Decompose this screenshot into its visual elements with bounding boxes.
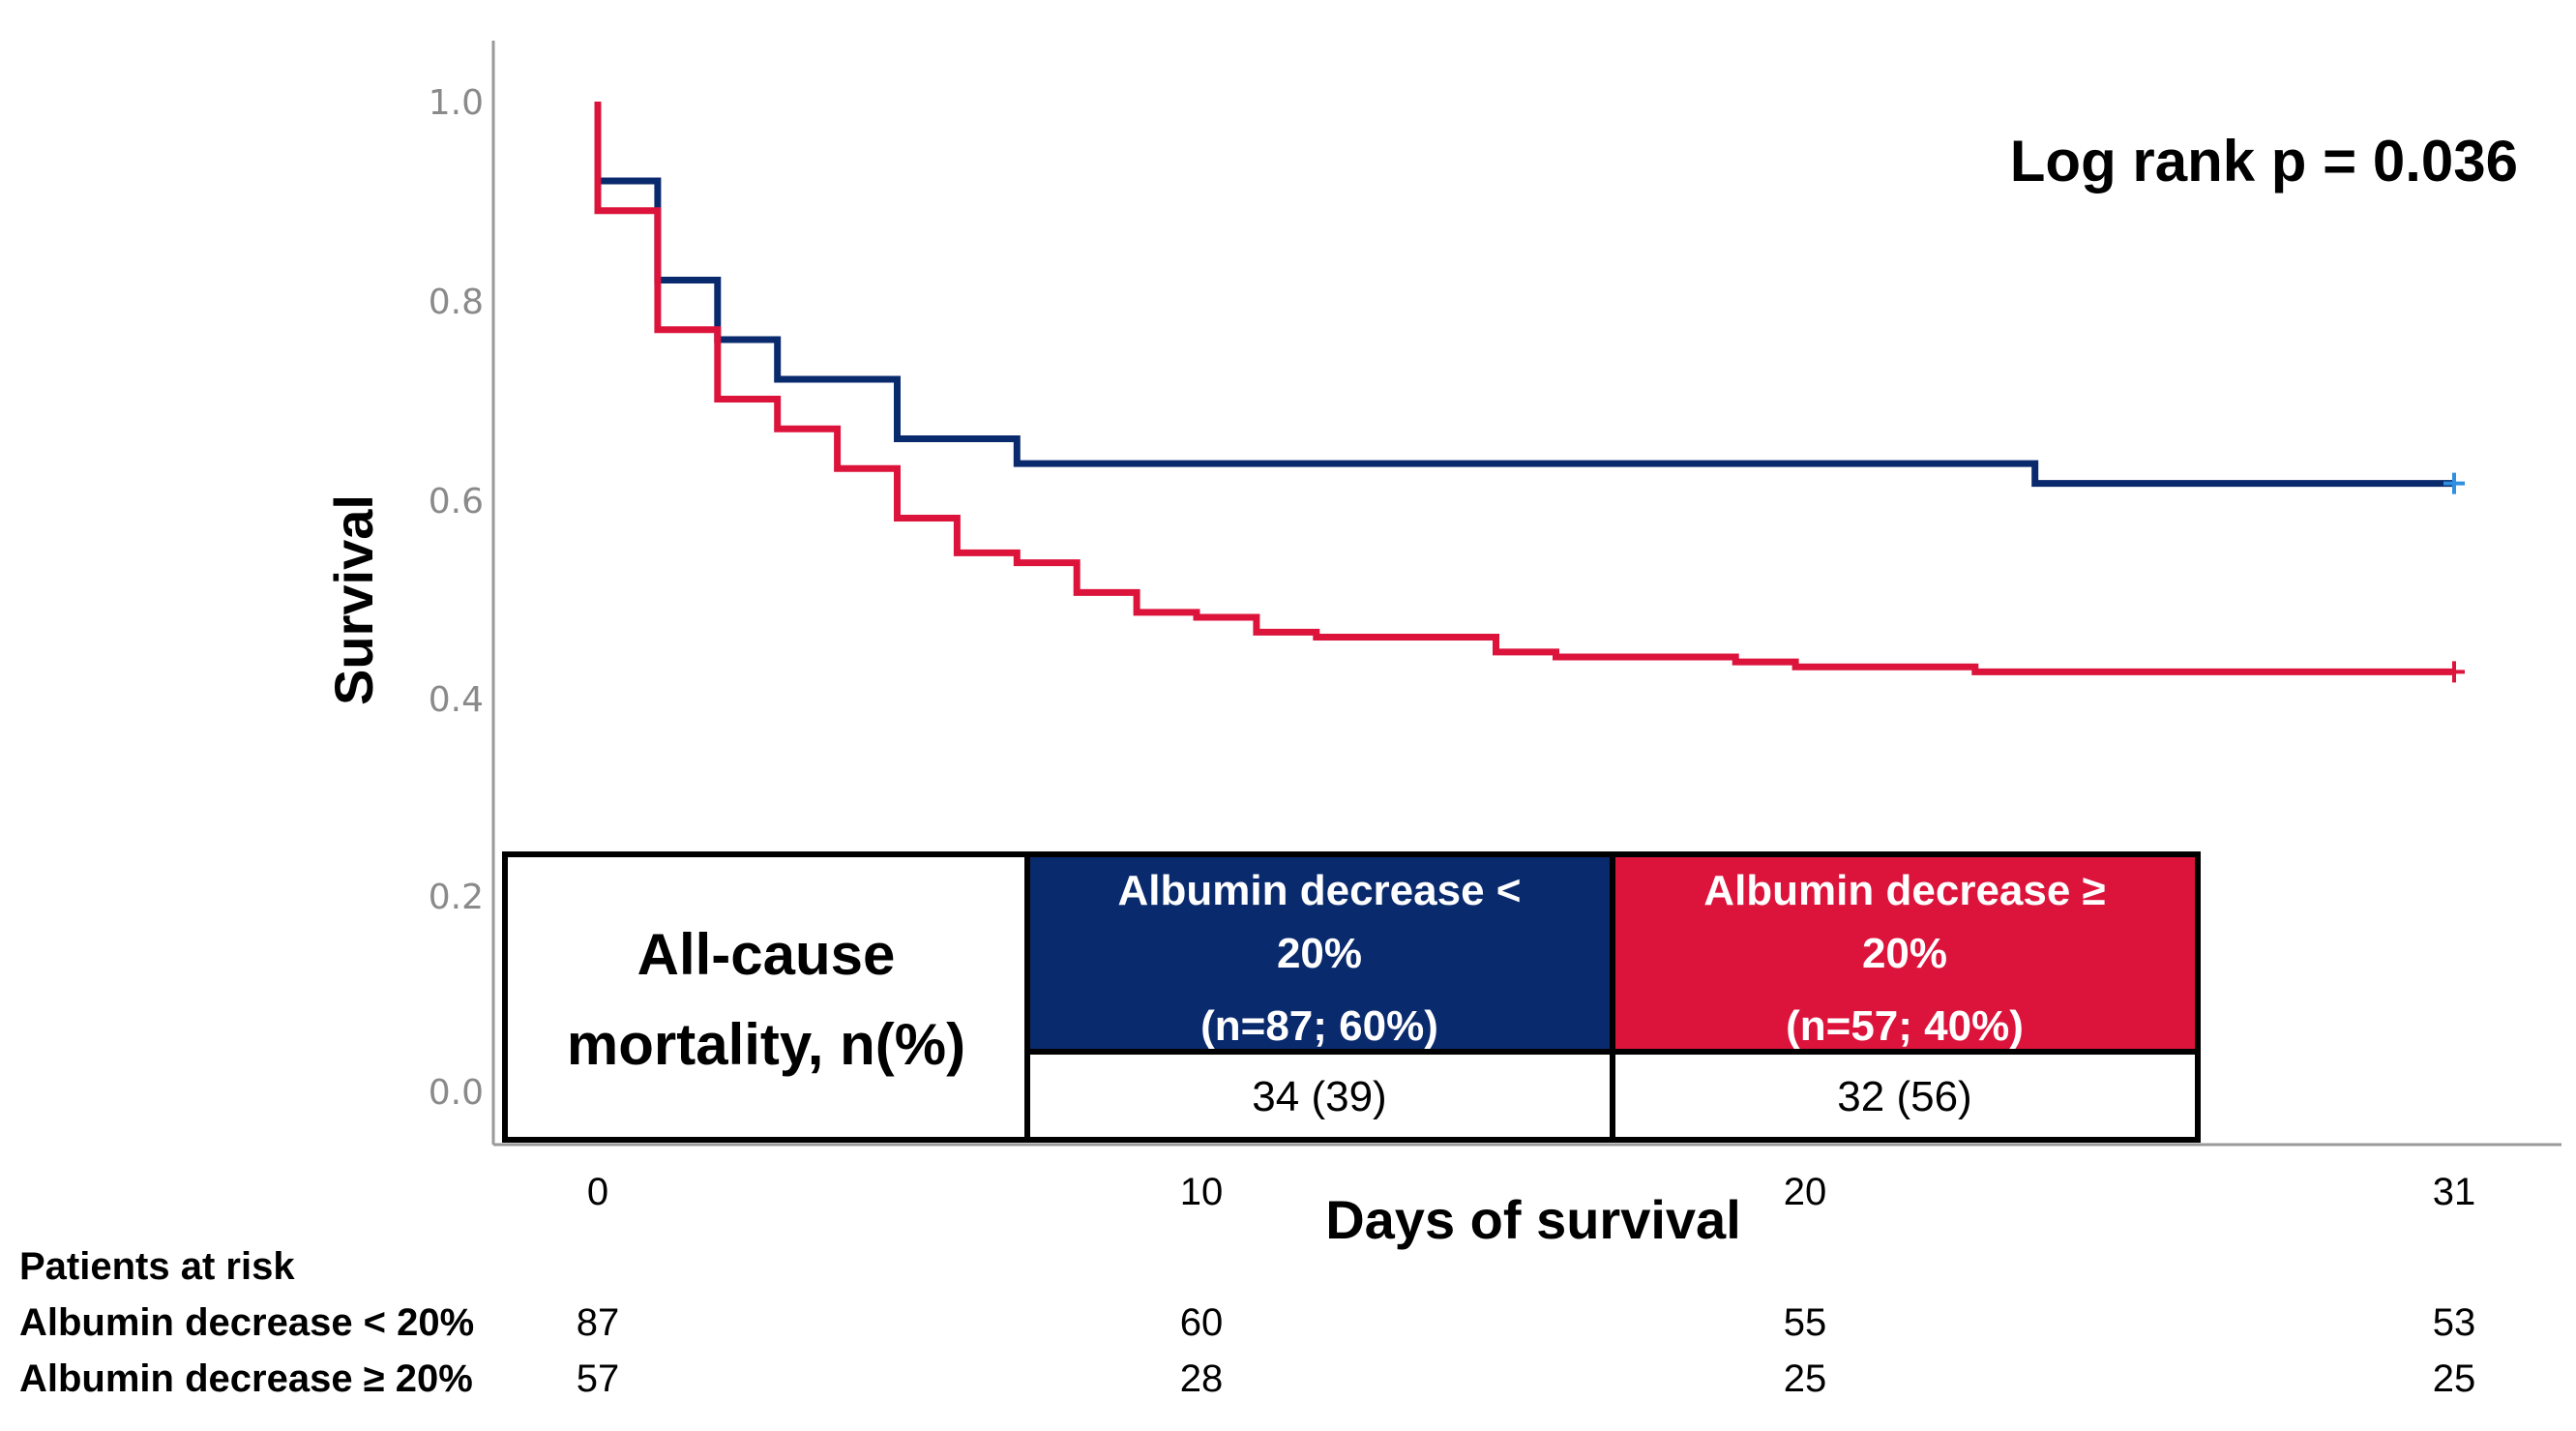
x-tick-labels: 0 10 20 31 <box>587 1171 2475 1213</box>
mortality-table: All-cause mortality, n(%) Albumin decrea… <box>502 851 2201 1143</box>
at-risk-value: 25 <box>2433 1357 2476 1400</box>
table-header-red <box>1610 851 2201 1055</box>
table-cell-header-left <box>502 851 1030 1143</box>
censor-mark <box>2443 661 2465 683</box>
table-header-blue-line-1: Albumin decrease < <box>1118 867 1522 914</box>
log-rank-annotation: Log rank p = 0.036 <box>2010 129 2518 194</box>
at-risk-value: 53 <box>2433 1301 2476 1344</box>
patients-at-risk: Patients at risk Albumin decrease < 20% … <box>19 1245 2475 1400</box>
y-axis-title: Survival <box>323 494 384 705</box>
y-tick-label: 0.6 <box>429 482 484 522</box>
table-header-left-line-1: All-cause <box>637 922 896 987</box>
table-cell-red-value <box>1610 1049 2201 1143</box>
at-risk-row-label-red: Albumin decrease ≥ 20% <box>19 1357 473 1400</box>
y-tick-label: 0.8 <box>429 283 484 322</box>
at-risk-value: 87 <box>577 1301 620 1344</box>
at-risk-value: 57 <box>577 1357 620 1400</box>
censor-marks <box>2443 472 2465 683</box>
at-risk-value: 55 <box>1784 1301 1827 1344</box>
table-value-blue: 34 (39) <box>1252 1073 1386 1120</box>
table-cell-blue-value <box>1024 1049 1615 1143</box>
table-header-blue-line-3: (n=87; 60%) <box>1200 1002 1438 1050</box>
y-tick-labels: 0.0 0.2 0.4 0.6 0.8 1.0 <box>429 83 484 1113</box>
censor-mark <box>2443 472 2465 494</box>
y-tick-label: 0.0 <box>429 1073 484 1113</box>
table-header-blue-line-2: 20% <box>1277 930 1362 977</box>
table-header-red-line-1: Albumin decrease ≥ <box>1703 867 2105 914</box>
at-risk-title: Patients at risk <box>19 1245 295 1288</box>
at-risk-value: 60 <box>1180 1301 1224 1344</box>
at-risk-value: 28 <box>1180 1357 1224 1400</box>
at-risk-row-label-blue: Albumin decrease < 20% <box>19 1301 474 1344</box>
table-value-red: 32 (56) <box>1837 1073 1971 1120</box>
x-axis-title: Days of survival <box>1325 1189 1741 1250</box>
y-tick-label: 0.4 <box>429 680 484 720</box>
x-tick-label: 20 <box>1784 1171 1827 1213</box>
x-tick-label: 0 <box>587 1171 608 1213</box>
table-header-red-line-3: (n=57; 40%) <box>1786 1002 2024 1050</box>
at-risk-value: 25 <box>1784 1357 1827 1400</box>
table-header-red-line-2: 20% <box>1862 930 1947 977</box>
table-header-left-line-2: mortality, n(%) <box>567 1012 965 1077</box>
survival-curve-albumin-decrease-ge-20 <box>594 102 2454 675</box>
y-tick-label: 1.0 <box>429 83 484 123</box>
y-tick-label: 0.2 <box>429 878 484 917</box>
x-tick-label: 10 <box>1180 1171 1224 1213</box>
x-tick-label: 31 <box>2433 1171 2476 1213</box>
